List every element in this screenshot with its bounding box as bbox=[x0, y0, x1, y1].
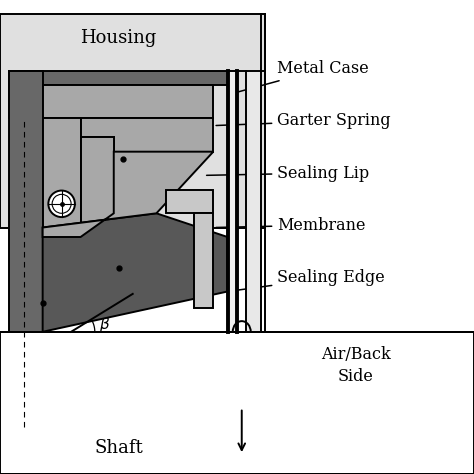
Polygon shape bbox=[81, 137, 114, 294]
Polygon shape bbox=[9, 71, 228, 118]
Text: Sealing Edge: Sealing Edge bbox=[230, 269, 385, 291]
Text: Metal Case: Metal Case bbox=[230, 60, 369, 94]
Polygon shape bbox=[81, 118, 213, 152]
Circle shape bbox=[48, 191, 75, 217]
Polygon shape bbox=[0, 14, 265, 228]
Polygon shape bbox=[43, 213, 228, 332]
Polygon shape bbox=[43, 85, 213, 118]
Polygon shape bbox=[166, 190, 213, 213]
Polygon shape bbox=[0, 332, 474, 474]
Text: Sealing Lip: Sealing Lip bbox=[207, 164, 369, 182]
Polygon shape bbox=[246, 71, 261, 332]
Text: $\beta$: $\beta$ bbox=[99, 315, 110, 334]
Text: Housing: Housing bbox=[80, 29, 157, 47]
Text: Shaft: Shaft bbox=[94, 439, 143, 457]
Text: Membrane: Membrane bbox=[216, 217, 366, 234]
Polygon shape bbox=[81, 118, 213, 308]
Polygon shape bbox=[228, 71, 237, 332]
Text: Garter Spring: Garter Spring bbox=[216, 112, 391, 129]
Polygon shape bbox=[9, 71, 43, 332]
Polygon shape bbox=[194, 213, 213, 308]
Polygon shape bbox=[43, 152, 213, 237]
Polygon shape bbox=[43, 118, 81, 308]
Text: Air/Back
Side: Air/Back Side bbox=[320, 346, 391, 385]
